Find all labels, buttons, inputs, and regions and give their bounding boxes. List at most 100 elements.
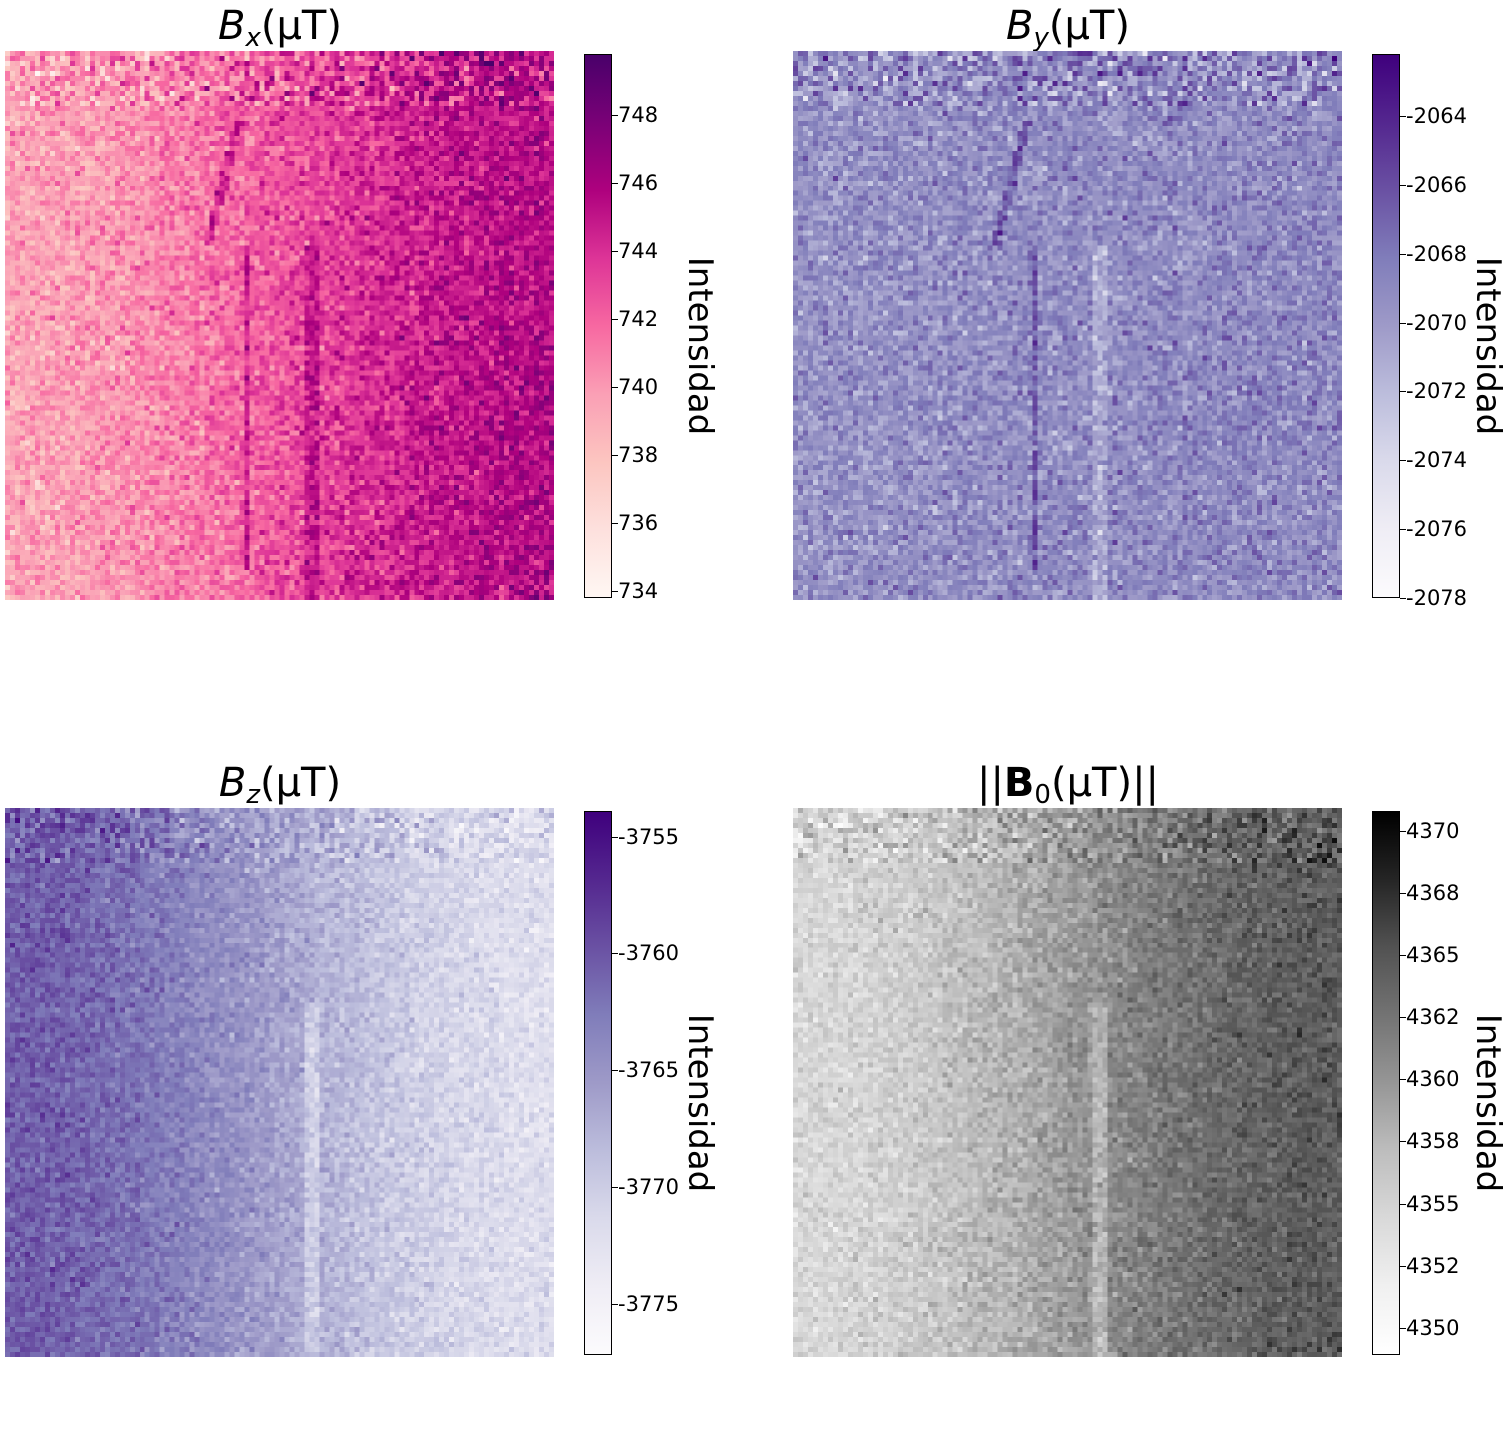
colorbar-tick-label: 734 bbox=[618, 579, 659, 604]
colorbar-tick-mark bbox=[1400, 116, 1406, 117]
colorbar-tick-label: 736 bbox=[618, 511, 659, 536]
colorbar-tick-label: -2066 bbox=[1406, 172, 1468, 197]
colorbar-tick-mark bbox=[1400, 322, 1406, 324]
colorbar-tick-mark bbox=[1400, 1079, 1406, 1081]
colorbar-tick-label: 4368 bbox=[1406, 881, 1460, 905]
colorbar-tick-label: -2070 bbox=[1406, 310, 1468, 335]
colorbar-tick-label: 4352 bbox=[1406, 1253, 1460, 1278]
colorbar-tick-label: -2074 bbox=[1406, 448, 1468, 473]
colorbar-ticks: 734 736 738 740 742 744 746 748 bbox=[612, 54, 692, 603]
title-subscript: x bbox=[245, 23, 261, 53]
colorbar-ticks: -3775 -3770 -3765 -3760 -3755 bbox=[612, 811, 692, 1355]
plot-title: Bx(μT) bbox=[0, 2, 560, 62]
title-subscript: y bbox=[1033, 23, 1049, 53]
title-symbol: B bbox=[218, 3, 246, 49]
heatmap-canvas bbox=[793, 51, 1342, 600]
colorbar bbox=[1372, 811, 1400, 1355]
colorbar-tick-label: -3755 bbox=[618, 824, 680, 849]
heatmap-image bbox=[793, 51, 1342, 600]
colorbar-label: Intensidad bbox=[680, 257, 720, 436]
title-symbol: B bbox=[1006, 3, 1034, 49]
colorbar-ticks: -2078 -2076 -2074 -2072 -2070 -2068 -2066 -2064 bbox=[1400, 54, 1480, 610]
plot-title: By(μT) bbox=[788, 2, 1348, 62]
colorbar bbox=[584, 811, 612, 1355]
colorbar-tick-mark bbox=[1400, 460, 1406, 462]
colorbar-ticks: 4350 4352 4355 4358 4360 4362 4365 4368 4370 bbox=[1400, 811, 1480, 1355]
colorbar bbox=[1372, 54, 1400, 598]
colorbar-label-text: Intensidad bbox=[680, 1013, 720, 1193]
colorbar-tick-mark bbox=[1400, 893, 1406, 894]
colorbar-label-text: Intensidad bbox=[1468, 256, 1508, 436]
colorbar-tick-mark bbox=[612, 183, 618, 185]
title-symbol: B bbox=[1003, 760, 1035, 806]
colorbar-label: Intensidad bbox=[680, 1014, 720, 1193]
colorbar-tick-mark bbox=[612, 523, 618, 525]
colorbar-label-text: Intensidad bbox=[680, 256, 720, 436]
colorbar-tick-mark bbox=[612, 387, 618, 389]
colorbar-tick-mark bbox=[1400, 391, 1406, 393]
colorbar-tick-mark bbox=[1400, 598, 1406, 599]
colorbar-tick-label: -2068 bbox=[1406, 241, 1468, 266]
title-subscript: z bbox=[246, 780, 260, 810]
colorbar-tick-label: 746 bbox=[618, 171, 659, 196]
colorbar-tick-mark bbox=[612, 591, 618, 593]
heatmap-canvas bbox=[793, 808, 1342, 1357]
colorbar-label: Intensidad bbox=[1468, 257, 1508, 436]
colorbar bbox=[584, 54, 612, 598]
colorbar-label: Intensidad bbox=[1468, 1014, 1508, 1193]
colorbar-tick-label: 4350 bbox=[1406, 1315, 1460, 1340]
colorbar-tick-label: -3765 bbox=[618, 1058, 680, 1083]
colorbar-tick-mark bbox=[612, 1186, 618, 1188]
colorbar-tick-label: 4362 bbox=[1406, 1005, 1460, 1030]
colorbar-tick-label: 4365 bbox=[1406, 943, 1460, 968]
colorbar-tick-label: -2076 bbox=[1406, 517, 1468, 542]
colorbar-tick-mark bbox=[612, 953, 618, 955]
heatmap-canvas bbox=[5, 51, 554, 600]
title-unit: (μT) bbox=[1048, 3, 1130, 49]
colorbar-tick-label: 748 bbox=[618, 103, 659, 128]
colorbar-tick-label: -3775 bbox=[618, 1291, 680, 1316]
colorbar-tick-mark bbox=[1400, 1203, 1406, 1205]
colorbar-tick-label: -3770 bbox=[618, 1174, 680, 1199]
colorbar-tick-mark bbox=[1400, 1327, 1406, 1329]
colorbar-tick-mark bbox=[1400, 1265, 1406, 1267]
colorbar-tick-mark bbox=[1400, 253, 1406, 255]
plot-title: ||B0(μT)|| bbox=[976, 760, 1160, 810]
title-unit: (μT) bbox=[1050, 760, 1133, 806]
colorbar-label-text: Intensidad bbox=[1468, 1013, 1508, 1193]
colorbar-tick-label: 4358 bbox=[1406, 1129, 1460, 1154]
panel-bx: Bx(μT) 734 736 738 740 742 744 746 748 Intensid… bbox=[0, 0, 755, 681]
colorbar-tick-label: 4370 bbox=[1406, 818, 1460, 843]
panel-by: By(μT) -2078 -2076 -2074 -2072 -2070 -2068 -20… bbox=[788, 0, 1509, 681]
colorbar-tick-mark bbox=[1400, 830, 1406, 832]
heatmap-image bbox=[793, 808, 1342, 1357]
title-unit: (μT) bbox=[260, 760, 342, 806]
colorbar-tick-label: 4360 bbox=[1406, 1067, 1460, 1092]
heatmap-image bbox=[5, 808, 554, 1357]
colorbar-tick-label: 738 bbox=[618, 443, 659, 468]
colorbar-tick-mark bbox=[612, 319, 618, 321]
colorbar-tick-label: 742 bbox=[618, 307, 659, 332]
colorbar-tick-mark bbox=[1400, 1141, 1406, 1143]
heatmap-canvas bbox=[5, 808, 554, 1357]
heatmap-image bbox=[5, 51, 554, 600]
colorbar-tick-label: -2078 bbox=[1406, 586, 1468, 610]
title-unit: (μT) bbox=[260, 3, 342, 49]
title-symbol: B bbox=[218, 760, 247, 806]
colorbar-tick-label: 4355 bbox=[1406, 1191, 1460, 1216]
colorbar-tick-label: -2064 bbox=[1406, 104, 1468, 128]
colorbar-tick-label: 740 bbox=[618, 375, 659, 400]
colorbar-tick-mark bbox=[612, 115, 618, 117]
colorbar-tick-mark bbox=[612, 1303, 618, 1305]
plot-title: Bz(μT) bbox=[0, 759, 560, 819]
colorbar-tick-mark bbox=[1400, 184, 1406, 186]
colorbar-tick-label: -3760 bbox=[618, 941, 680, 966]
colorbar-tick-mark bbox=[612, 455, 618, 457]
panel-b0-norm: ||B0(μT)|| 4350 4352 4355 4358 4360 4362 4365 4… bbox=[788, 757, 1509, 1438]
title-subscript: 0 bbox=[1034, 780, 1051, 810]
panel-bz: Bz(μT) -3775 -3770 -3765 -3760 -3755 Intensi… bbox=[0, 757, 755, 1438]
colorbar-tick-label: 744 bbox=[618, 239, 659, 264]
colorbar-tick-mark bbox=[1400, 529, 1406, 531]
colorbar-tick-mark bbox=[1400, 955, 1406, 957]
colorbar-tick-mark bbox=[612, 1070, 618, 1072]
